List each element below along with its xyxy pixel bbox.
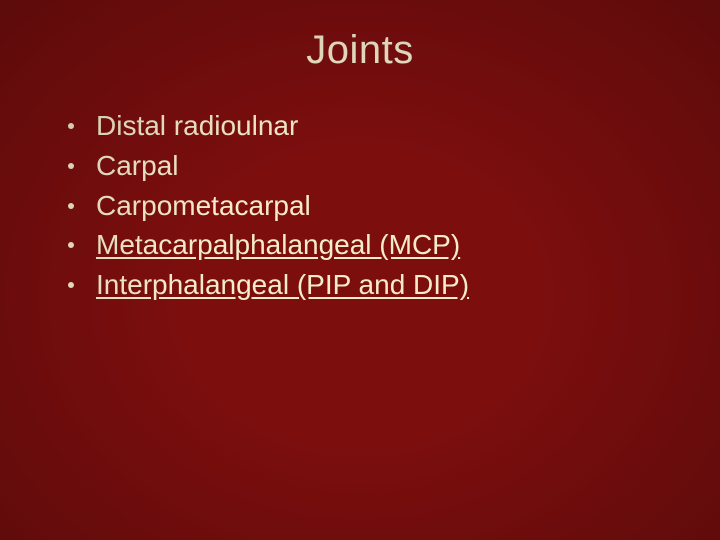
list-item-label: Metacarpalphalangeal (MCP): [96, 226, 460, 264]
slide-title: Joints: [60, 28, 660, 73]
list-item: Metacarpalphalangeal (MCP): [68, 226, 660, 264]
bullet-icon: [68, 123, 74, 129]
bullet-icon: [68, 163, 74, 169]
bullet-icon: [68, 203, 74, 209]
bullet-list: Distal radioulnar Carpal Carpometacarpal…: [60, 107, 660, 304]
list-item: Distal radioulnar: [68, 107, 660, 145]
list-item-label: Carpometacarpal: [96, 187, 311, 225]
list-item: Carpal: [68, 147, 660, 185]
bullet-icon: [68, 282, 74, 288]
bullet-icon: [68, 242, 74, 248]
list-item-label: Interphalangeal (PIP and DIP): [96, 266, 469, 304]
list-item: Carpometacarpal: [68, 187, 660, 225]
slide-container: Joints Distal radioulnar Carpal Carpomet…: [0, 0, 720, 540]
list-item-label: Carpal: [96, 147, 178, 185]
list-item-label: Distal radioulnar: [96, 107, 298, 145]
list-item: Interphalangeal (PIP and DIP): [68, 266, 660, 304]
